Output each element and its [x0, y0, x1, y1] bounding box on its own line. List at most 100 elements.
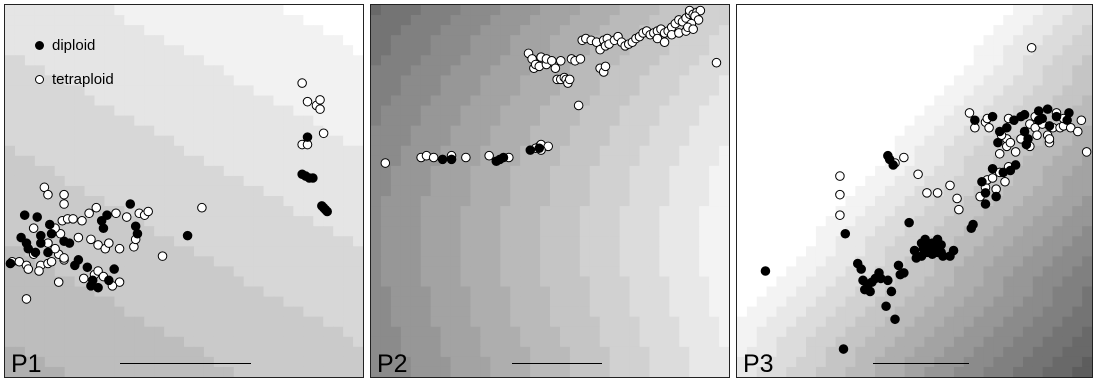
diploid-point	[893, 260, 904, 271]
tetraploid-point	[73, 232, 84, 243]
diploid-point	[87, 275, 98, 286]
tetraploid-point	[1000, 176, 1010, 187]
tetraploid-point	[688, 24, 698, 34]
diploid-point	[130, 221, 141, 232]
tetraploid-point	[987, 173, 998, 183]
diploid-point	[44, 219, 55, 230]
diploid-point	[104, 275, 114, 286]
tetraploid-point	[1010, 147, 1021, 157]
tetraploid-point	[157, 251, 168, 261]
diploid-point	[43, 247, 53, 258]
scale-bar	[512, 363, 602, 364]
diploid-point	[64, 238, 75, 248]
tetraploid-point	[913, 169, 923, 180]
diploid-point	[19, 210, 30, 220]
tetraploid-point	[952, 193, 962, 204]
legend: diploid tetraploid	[35, 35, 114, 103]
tetraploid-point	[59, 199, 69, 209]
panel-p2: P2	[370, 4, 730, 378]
terrain-background	[5, 5, 363, 377]
diploid-point	[1019, 109, 1030, 120]
diploid-point	[308, 173, 318, 183]
tetraploid-point	[380, 158, 391, 168]
diploid-point	[36, 238, 46, 248]
panel-p2-plot	[371, 5, 729, 377]
diploid-point	[1042, 104, 1053, 114]
tetraploid-point	[1026, 42, 1037, 53]
panel-label-p3: P3	[743, 350, 774, 378]
diploid-point	[1064, 108, 1074, 118]
tetraploid-point	[575, 54, 586, 64]
tetraploid-point	[573, 100, 584, 111]
diploid-point	[1051, 111, 1062, 122]
legend-item-diploid: diploid	[35, 35, 114, 55]
tetraploid-point	[600, 61, 611, 72]
tetraploid-point	[550, 63, 561, 74]
diploid-point	[30, 247, 41, 258]
diploid-point	[1037, 113, 1048, 124]
diploid-point	[980, 188, 991, 198]
tetraploid-point	[899, 152, 909, 163]
diploid-point	[98, 223, 109, 233]
tetraploid-point	[197, 202, 207, 213]
tetraploid-point	[315, 104, 325, 114]
diploid-point	[32, 212, 42, 222]
tetraploid-point	[104, 238, 114, 248]
diploid-point	[534, 143, 545, 154]
terrain-background	[371, 5, 729, 377]
diploid-point	[888, 160, 898, 170]
diploid-point	[1044, 121, 1055, 131]
tetraploid-point	[555, 56, 566, 66]
diploid-point	[840, 228, 851, 239]
tetraploid-point	[59, 189, 69, 200]
tetraploid-point	[932, 188, 943, 198]
diploid-point	[968, 219, 978, 230]
diploid-point	[948, 245, 959, 256]
diploid-point	[437, 154, 448, 165]
diploid-point	[1002, 122, 1012, 133]
tetraploid-point	[68, 214, 78, 224]
diploid-point	[525, 145, 536, 155]
diploid-point	[73, 255, 84, 265]
diploid-point	[890, 314, 900, 325]
tetraploid-point	[1005, 137, 1016, 148]
diploid-point	[322, 206, 332, 217]
tetraploid-point	[922, 188, 932, 198]
tetraploid-point	[34, 266, 44, 276]
panel-p3: P3	[736, 4, 1093, 378]
tetraploid-point	[945, 180, 955, 191]
tetraploid-point	[711, 57, 722, 68]
diploid-point	[987, 163, 998, 174]
diploid-point	[182, 230, 193, 241]
tetraploid-point	[43, 189, 53, 200]
tetraploid-point	[114, 243, 125, 254]
panel-label-p1: P1	[11, 350, 42, 378]
diploid-point	[1033, 106, 1044, 116]
tetraploid-point	[318, 128, 329, 139]
legend-marker-tetraploid	[35, 74, 44, 84]
scale-bar	[120, 363, 251, 364]
diploid-point	[856, 264, 866, 274]
tetraploid-point	[984, 122, 994, 133]
legend-marker-diploid	[35, 40, 44, 50]
tetraploid-point	[46, 256, 57, 267]
tetraploid-point	[121, 212, 132, 222]
tetraploid-point	[91, 202, 102, 213]
tetraploid-point	[86, 234, 96, 245]
panel-label-p2: P2	[377, 350, 408, 378]
tetraploid-point	[994, 149, 1005, 159]
scale-bar	[873, 363, 969, 364]
tetraploid-point	[461, 152, 471, 163]
panel-p1-plot	[5, 5, 363, 377]
tetraploid-point	[315, 95, 325, 105]
tetraploid-point	[564, 74, 575, 85]
diploid-point	[498, 152, 509, 163]
tetraploid-point	[1044, 134, 1055, 144]
diploid-point	[5, 258, 16, 269]
tetraploid-point	[659, 37, 670, 47]
tetraploid-point	[484, 150, 494, 161]
diploid-point	[980, 199, 991, 209]
tetraploid-point	[23, 264, 34, 274]
tetraploid-point	[143, 206, 153, 217]
diploid-point	[1010, 160, 1021, 170]
